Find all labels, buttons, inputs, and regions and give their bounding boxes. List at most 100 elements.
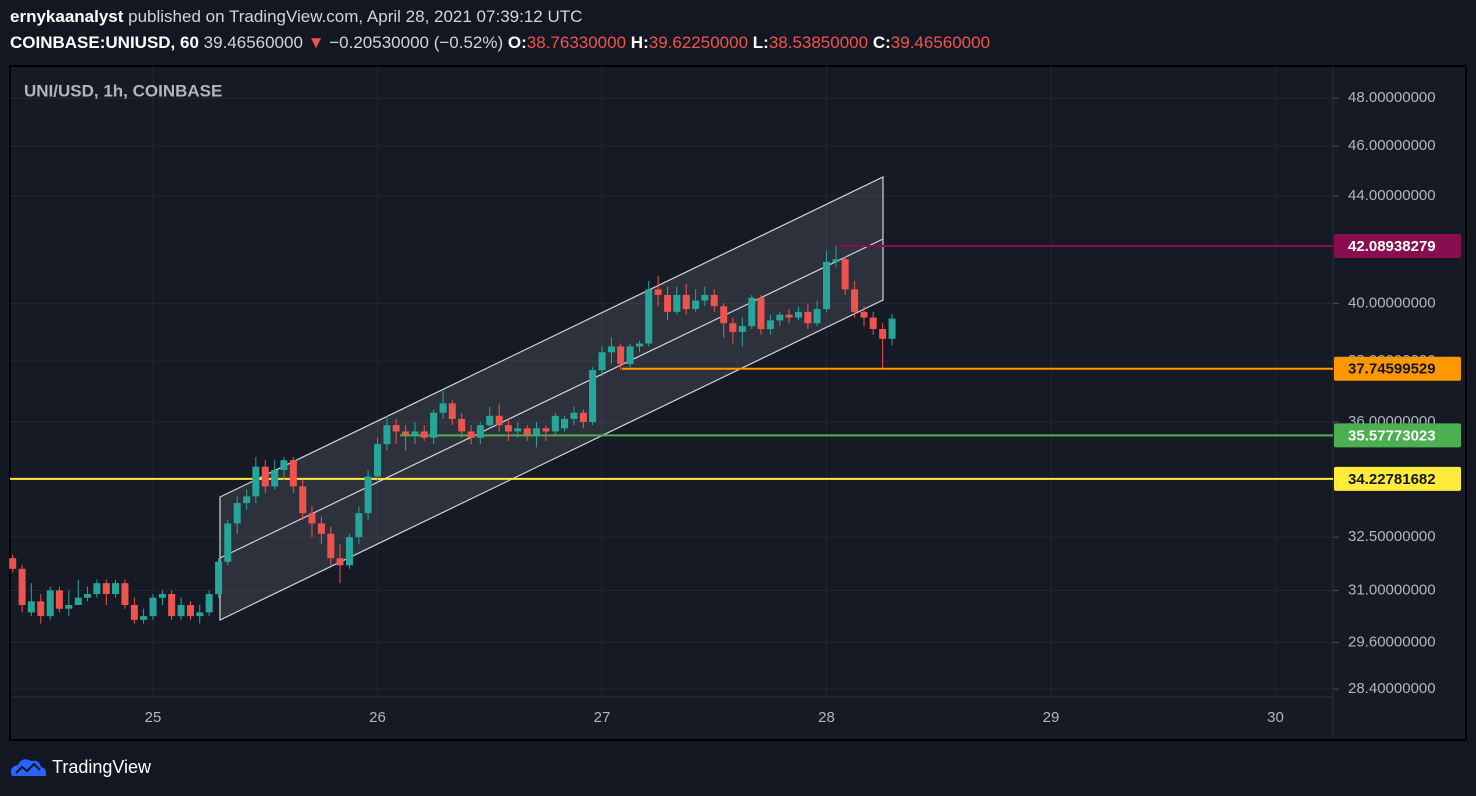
level-badge [1334, 234, 1461, 259]
candle-body [673, 294, 681, 312]
brand: TradingView [52, 757, 152, 777]
candle-body [261, 466, 269, 487]
y-tick-label: 48.00000000 [1348, 89, 1436, 106]
candle-body [626, 346, 634, 365]
candle-body [664, 294, 672, 312]
candle-body [130, 605, 138, 620]
candle-body [495, 415, 503, 426]
logo-mark [15, 762, 41, 774]
candle-body [448, 403, 456, 419]
levels [10, 245, 1333, 480]
candle-body [243, 496, 251, 504]
y-tick-label: 46.00000000 [1348, 137, 1436, 154]
low-value: 38.53850000 [769, 33, 868, 52]
candle-body [37, 601, 45, 617]
candle-body [776, 314, 784, 321]
level-badge [1334, 423, 1461, 448]
candle-body [280, 460, 288, 470]
candle-body [392, 425, 400, 432]
candle-body [93, 583, 101, 595]
candle-body [682, 294, 690, 310]
candle-body [738, 326, 746, 332]
level-label: 35.57773023 [1348, 427, 1436, 444]
candle-body [879, 329, 887, 339]
candle-body [888, 318, 896, 339]
candle-body [345, 537, 353, 566]
y-tick-label: 44.00000000 [1348, 187, 1436, 204]
y-tick-label: 29.60000000 [1348, 633, 1436, 650]
candle-body [701, 294, 709, 301]
candle-body [551, 415, 559, 432]
candle-body [589, 370, 597, 423]
level-badge [1334, 356, 1461, 381]
candle-body [9, 558, 17, 569]
candle-body [748, 297, 756, 327]
last-price: 39.46560000 [204, 33, 303, 52]
candle-body [402, 431, 410, 435]
candle-body [458, 418, 466, 432]
candle-body [570, 412, 578, 419]
open-label: O: [508, 33, 527, 52]
candle-body [860, 311, 868, 318]
close-label: C: [873, 33, 891, 52]
candle-body [168, 594, 176, 617]
level-label: 42.08938279 [1348, 238, 1436, 255]
candle-body [177, 605, 185, 617]
candle-body [598, 352, 606, 371]
candle-body [355, 513, 363, 538]
candle-body [561, 418, 569, 429]
candle-body [65, 605, 73, 609]
y-tick-label: 40.00000000 [1348, 294, 1436, 311]
low-label: L: [753, 33, 769, 52]
candle-body [654, 289, 662, 295]
candle-body [121, 583, 129, 606]
candle-body [140, 616, 148, 620]
grid [10, 66, 1333, 697]
candle-body [55, 590, 63, 609]
candle-body [112, 583, 120, 595]
candle-body [813, 309, 821, 324]
channel-midline [219, 238, 884, 559]
candle-body [823, 261, 831, 310]
candle-body [271, 469, 279, 487]
candle-body [720, 306, 728, 324]
candle-body [149, 597, 157, 617]
candle-body [804, 311, 812, 324]
x-tick-label: 25 [145, 709, 162, 726]
x-tick-label: 30 [1267, 709, 1284, 726]
candle-body [336, 558, 344, 566]
candle-body [317, 523, 325, 534]
candle-body [196, 612, 204, 617]
candle-body [692, 300, 700, 310]
author: ernykaanalyst [10, 7, 124, 26]
candle-body [869, 317, 877, 330]
candle-body [83, 594, 91, 598]
legend: UNI/USD, 1h, COINBASE [24, 81, 222, 100]
candle-body [327, 533, 335, 559]
candle-body [504, 425, 512, 432]
candle-body [523, 428, 531, 435]
candle-body [27, 601, 35, 613]
candle-body [832, 259, 840, 262]
high-value: 39.62250000 [649, 33, 748, 52]
candle-body [476, 425, 484, 438]
level-label: 37.74599529 [1348, 361, 1436, 378]
chart-frame [9, 65, 1467, 741]
candle-body [224, 523, 232, 562]
candle-body [374, 444, 382, 477]
x-tick-label: 29 [1043, 709, 1060, 726]
candle-body [607, 346, 615, 353]
candle-body [486, 415, 494, 426]
candle-body [766, 320, 774, 330]
published: published on TradingView.com, April 28, … [128, 7, 582, 26]
candle-body [729, 323, 737, 332]
candle-body [18, 568, 26, 606]
candle-body [542, 428, 550, 432]
candle-body [299, 486, 307, 514]
x-tick-label: 28 [818, 709, 835, 726]
candle-body [851, 289, 859, 312]
y-tick-label: 28.40000000 [1348, 680, 1436, 697]
candle-body [636, 343, 644, 347]
header-line-2: COINBASE:UNIUSD, 60 39.46560000 ▼ −0.205… [10, 33, 990, 52]
